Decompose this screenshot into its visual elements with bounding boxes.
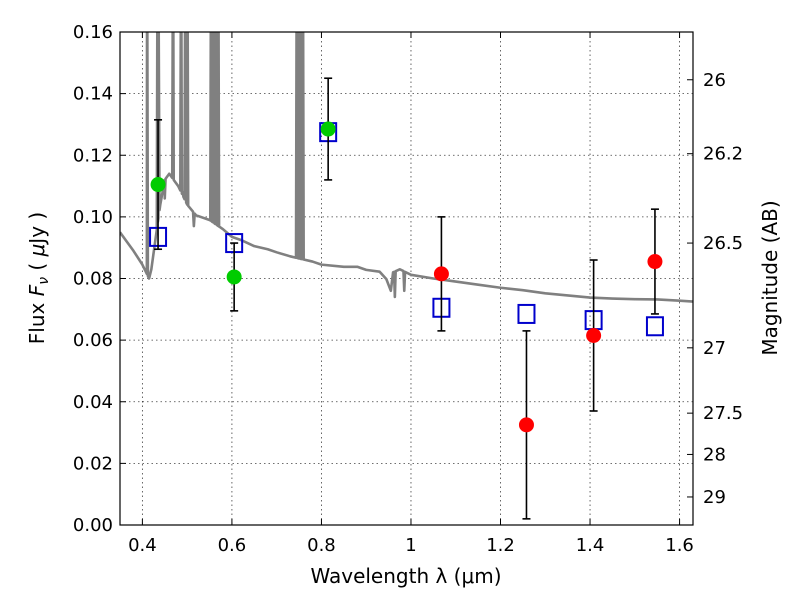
model-box <box>645 316 664 337</box>
right-tick-label: 26.2 <box>703 144 743 165</box>
y-axis-right-label: Magnitude (AB) <box>758 200 782 355</box>
right-tick-label: 26 <box>703 70 726 91</box>
right-tick-label: 27 <box>703 338 726 359</box>
green-data-point <box>150 177 166 193</box>
tick-labels: 0.4 0.6 0.8 1 1.2 1.4 1.6 0.00 0.02 0.04 0.06 0.08 0… <box>73 22 743 556</box>
red-data-point <box>586 328 602 344</box>
y-tick-label: 0.04 <box>73 392 113 413</box>
red-data-point <box>518 417 534 433</box>
y-tick-label: 0.08 <box>73 269 113 290</box>
x-tick-label: 1.4 <box>576 535 605 556</box>
right-tick-label: 27.5 <box>703 403 743 424</box>
x-tick-label: 0.8 <box>307 535 336 556</box>
ticks <box>120 31 693 526</box>
right-tick-label: 29 <box>703 487 726 508</box>
y-tick-label: 0.06 <box>73 330 113 351</box>
x-axis-label: Wavelength λ (μm) <box>310 564 501 588</box>
model-box <box>517 303 536 324</box>
right-tick-label: 28 <box>703 444 726 465</box>
green-data-point <box>226 269 242 285</box>
x-tick-label: 1 <box>405 535 416 556</box>
x-tick-label: 0.4 <box>128 535 157 556</box>
x-tick-label: 1.6 <box>665 535 694 556</box>
green-data-point <box>320 121 336 137</box>
x-tick-label: 1.2 <box>486 535 515 556</box>
y-tick-label: 0.00 <box>73 515 113 536</box>
y-tick-label: 0.12 <box>73 145 113 166</box>
right-tick-label: 26.5 <box>703 233 743 254</box>
red-data-point <box>647 254 663 270</box>
plot-area <box>120 32 693 520</box>
y-tick-label: 0.10 <box>73 207 113 228</box>
x-tick-label: 0.6 <box>218 535 247 556</box>
y-tick-label: 0.14 <box>73 84 113 105</box>
y-axis-label: Flux Fν ( μJy ) <box>25 212 52 344</box>
red-data-point <box>433 266 449 282</box>
marker-layer <box>149 77 664 520</box>
y-tick-label: 0.02 <box>73 453 113 474</box>
y-tick-label: 0.16 <box>73 22 113 43</box>
